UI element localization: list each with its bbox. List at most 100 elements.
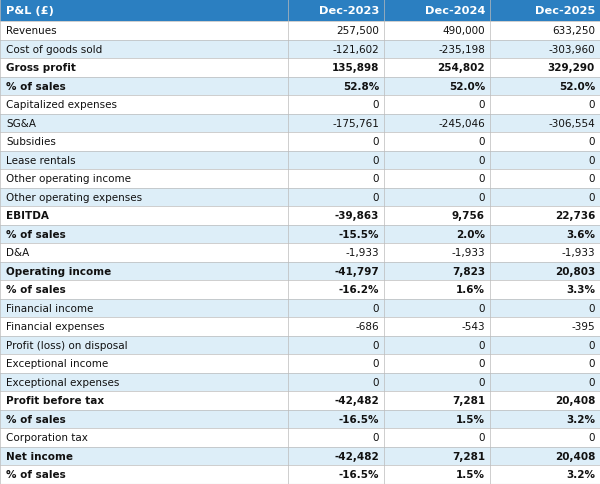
Text: Revenues: Revenues [6, 26, 56, 36]
Text: -395: -395 [571, 321, 595, 332]
Text: Dec-2024: Dec-2024 [425, 6, 485, 16]
Text: 0: 0 [589, 432, 595, 442]
Bar [0, 59, 600, 77]
Text: -1,933: -1,933 [451, 248, 485, 257]
Text: Other operating income: Other operating income [6, 174, 131, 184]
Text: 0: 0 [589, 192, 595, 202]
Bar [0, 114, 600, 133]
Text: 52.8%: 52.8% [343, 82, 379, 91]
Bar [0, 465, 600, 484]
Text: Lease rentals: Lease rentals [6, 155, 76, 166]
Text: 20,803: 20,803 [555, 266, 595, 276]
Text: % of sales: % of sales [6, 82, 66, 91]
Text: D&A: D&A [6, 248, 29, 257]
Text: 1.6%: 1.6% [456, 285, 485, 295]
Text: % of sales: % of sales [6, 469, 66, 479]
Text: -245,046: -245,046 [438, 119, 485, 128]
Text: Subsidies: Subsidies [6, 137, 56, 147]
Text: -1,933: -1,933 [346, 248, 379, 257]
Bar [0, 299, 600, 318]
Text: P&L (£): P&L (£) [6, 6, 54, 16]
Text: Exceptional income: Exceptional income [6, 359, 108, 368]
Text: -121,602: -121,602 [332, 45, 379, 55]
Text: 0: 0 [373, 155, 379, 166]
Text: -42,482: -42,482 [334, 395, 379, 406]
Text: -16.5%: -16.5% [338, 414, 379, 424]
Text: 0: 0 [373, 192, 379, 202]
Text: -42,482: -42,482 [334, 451, 379, 461]
Text: 0: 0 [589, 359, 595, 368]
Text: 329,290: 329,290 [548, 63, 595, 73]
Bar [0, 170, 600, 188]
Bar [0, 188, 600, 207]
Bar [0, 428, 600, 447]
Text: 0: 0 [479, 192, 485, 202]
Bar [0, 225, 600, 243]
Text: 0: 0 [479, 303, 485, 313]
Text: 52.0%: 52.0% [559, 82, 595, 91]
Text: Profit (loss) on disposal: Profit (loss) on disposal [6, 340, 128, 350]
Text: 2.0%: 2.0% [456, 229, 485, 239]
Text: -41,797: -41,797 [334, 266, 379, 276]
Text: Dec-2023: Dec-2023 [319, 6, 379, 16]
Text: -306,554: -306,554 [548, 119, 595, 128]
Text: 490,000: 490,000 [442, 26, 485, 36]
Bar [0, 447, 600, 465]
Text: 0: 0 [589, 174, 595, 184]
Bar [0, 22, 600, 41]
Text: -175,761: -175,761 [332, 119, 379, 128]
Text: 1.5%: 1.5% [456, 414, 485, 424]
Bar [0, 373, 600, 391]
Text: 0: 0 [373, 174, 379, 184]
Bar [0, 41, 600, 59]
Text: Exceptional expenses: Exceptional expenses [6, 377, 119, 387]
Text: % of sales: % of sales [6, 229, 66, 239]
Text: 7,823: 7,823 [452, 266, 485, 276]
Bar [0, 409, 600, 428]
Text: Net income: Net income [6, 451, 73, 461]
Text: 0: 0 [479, 100, 485, 110]
Text: 0: 0 [373, 432, 379, 442]
Text: % of sales: % of sales [6, 414, 66, 424]
Text: -235,198: -235,198 [438, 45, 485, 55]
Text: -39,863: -39,863 [335, 211, 379, 221]
Text: 0: 0 [589, 377, 595, 387]
Text: 254,802: 254,802 [437, 63, 485, 73]
Text: 22,736: 22,736 [554, 211, 595, 221]
Text: SG&A: SG&A [6, 119, 36, 128]
Text: -15.5%: -15.5% [338, 229, 379, 239]
Text: 1.5%: 1.5% [456, 469, 485, 479]
Text: -543: -543 [461, 321, 485, 332]
Text: 0: 0 [373, 377, 379, 387]
Text: Capitalized expenses: Capitalized expenses [6, 100, 117, 110]
Text: -16.5%: -16.5% [338, 469, 379, 479]
Text: 3.3%: 3.3% [566, 285, 595, 295]
Text: 0: 0 [589, 137, 595, 147]
Text: Operating income: Operating income [6, 266, 111, 276]
Text: 20,408: 20,408 [554, 451, 595, 461]
Bar [0, 280, 600, 299]
Text: Gross profit: Gross profit [6, 63, 76, 73]
Bar [0, 262, 600, 280]
Text: 0: 0 [479, 340, 485, 350]
Text: 135,898: 135,898 [332, 63, 379, 73]
Text: 20,408: 20,408 [554, 395, 595, 406]
Text: 0: 0 [373, 303, 379, 313]
Text: Financial income: Financial income [6, 303, 94, 313]
Bar [0, 243, 600, 262]
Text: 0: 0 [589, 100, 595, 110]
Text: 0: 0 [479, 359, 485, 368]
Text: 0: 0 [589, 340, 595, 350]
Text: Corporation tax: Corporation tax [6, 432, 88, 442]
Bar [0, 151, 600, 170]
Text: 0: 0 [373, 340, 379, 350]
Text: Dec-2025: Dec-2025 [535, 6, 595, 16]
Text: 0: 0 [589, 303, 595, 313]
Text: 9,756: 9,756 [452, 211, 485, 221]
Text: Profit before tax: Profit before tax [6, 395, 104, 406]
Text: 0: 0 [479, 174, 485, 184]
Text: 0: 0 [479, 137, 485, 147]
Text: -686: -686 [355, 321, 379, 332]
Text: 3.6%: 3.6% [566, 229, 595, 239]
Text: Financial expenses: Financial expenses [6, 321, 104, 332]
